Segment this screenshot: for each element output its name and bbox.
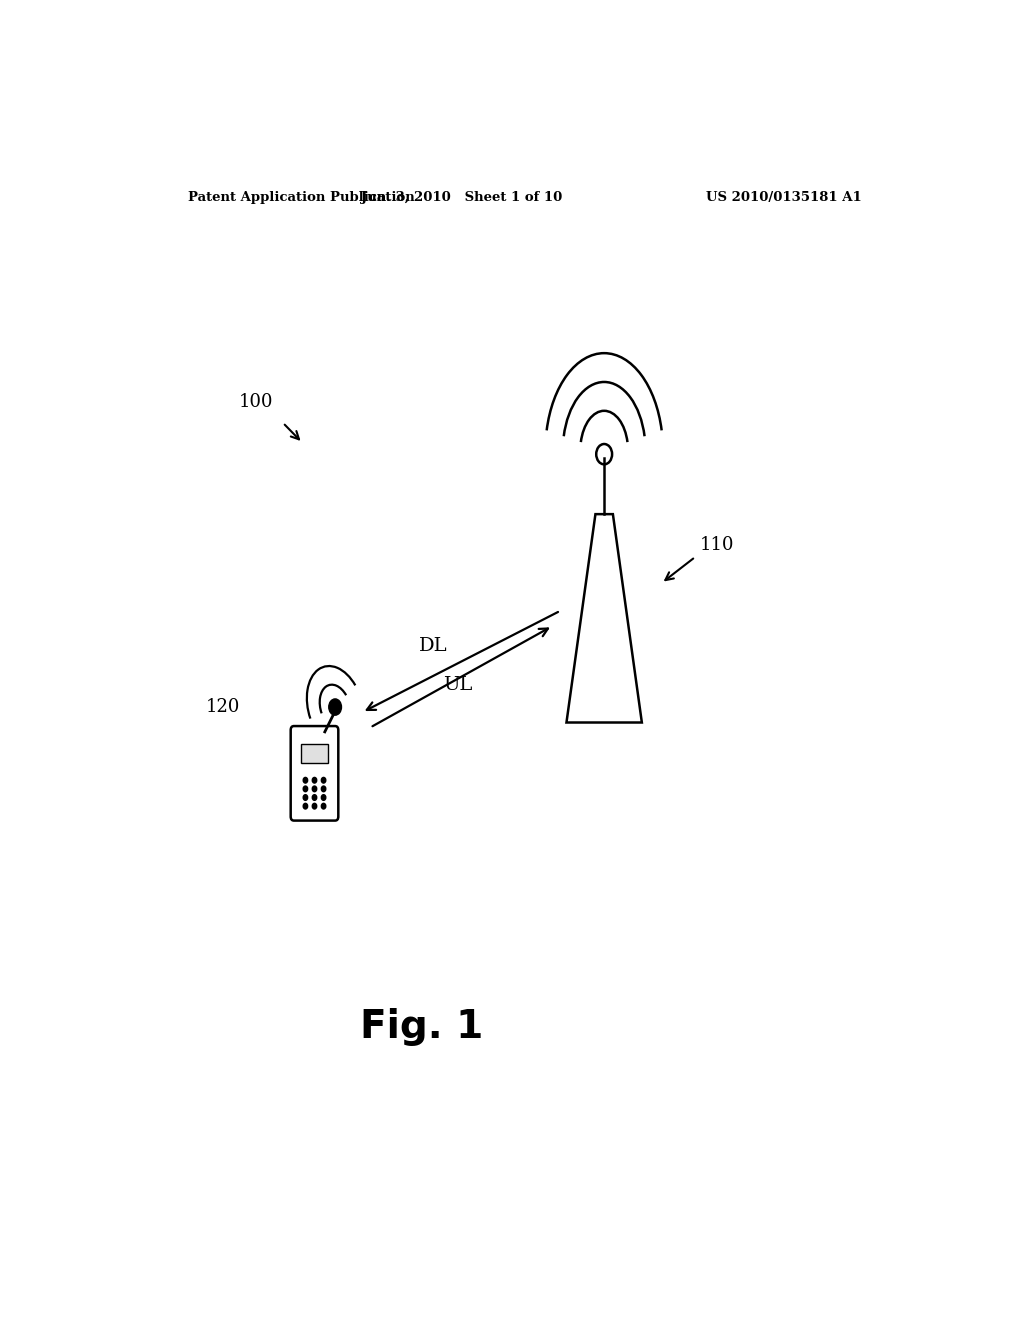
Circle shape: [322, 785, 326, 792]
Text: DL: DL: [419, 638, 447, 655]
Text: Patent Application Publication: Patent Application Publication: [187, 190, 415, 203]
Bar: [301, 744, 328, 763]
Circle shape: [303, 804, 307, 809]
Text: UL: UL: [442, 676, 472, 694]
Text: Jun. 3, 2010   Sheet 1 of 10: Jun. 3, 2010 Sheet 1 of 10: [360, 190, 562, 203]
Circle shape: [322, 795, 326, 800]
Circle shape: [303, 795, 307, 800]
Circle shape: [303, 777, 307, 783]
Circle shape: [312, 795, 316, 800]
Circle shape: [312, 777, 316, 783]
Text: 110: 110: [699, 536, 734, 553]
Circle shape: [596, 444, 612, 465]
Circle shape: [303, 785, 307, 792]
Text: Fig. 1: Fig. 1: [360, 1008, 483, 1047]
Circle shape: [312, 785, 316, 792]
Circle shape: [322, 777, 326, 783]
Text: 100: 100: [240, 393, 273, 412]
Text: 120: 120: [206, 698, 241, 717]
Circle shape: [322, 804, 326, 809]
Polygon shape: [566, 515, 642, 722]
Text: US 2010/0135181 A1: US 2010/0135181 A1: [707, 190, 862, 203]
FancyBboxPatch shape: [291, 726, 338, 821]
Circle shape: [312, 804, 316, 809]
Circle shape: [329, 698, 341, 715]
